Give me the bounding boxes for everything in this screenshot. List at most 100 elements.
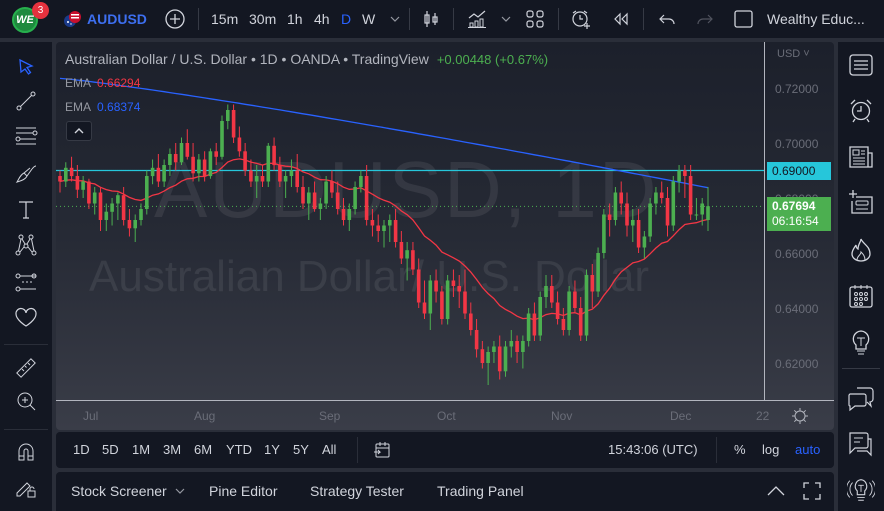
expand-panel-chevron-up-icon[interactable] (765, 482, 787, 500)
alerts-icon[interactable] (847, 96, 875, 124)
chart-pane[interactable]: AUDUSD, 1D Australian Dollar/ U.S. Dolla… (56, 42, 834, 430)
tab-trading-panel[interactable]: Trading Panel (437, 483, 524, 499)
top-toolbar: WE 3 AUDUSD 15m 30m 1h 4h D W (0, 0, 884, 38)
goto-date-icon[interactable] (372, 440, 392, 460)
interval-15m[interactable]: 15m (211, 11, 239, 27)
bottom-panel-tabs: Stock Screener Pine Editor Strategy Test… (56, 472, 834, 511)
percent-scale-toggle[interactable]: % (734, 442, 746, 457)
layout-name-button[interactable]: Wealthy Educ... (767, 11, 865, 27)
interval-dropdown-icon[interactable] (384, 8, 406, 30)
trendline-icon[interactable] (12, 87, 40, 115)
time-tick: Nov (551, 409, 573, 423)
chats-icon[interactable] (847, 384, 875, 412)
tab-stock-screener[interactable]: Stock Screener (71, 483, 167, 499)
interval-4h[interactable]: 4h (314, 11, 330, 27)
help-icon[interactable] (847, 476, 875, 504)
range-ytd[interactable]: YTD (226, 442, 252, 457)
fib-retracement-icon[interactable] (12, 122, 40, 150)
ideas-icon[interactable] (847, 328, 875, 356)
prediction-icon[interactable] (12, 269, 40, 297)
chevron-down-icon[interactable] (174, 486, 186, 496)
log-scale-toggle[interactable]: log (762, 442, 780, 457)
ruler-icon[interactable] (12, 354, 40, 382)
range-1m[interactable]: 1M (132, 442, 151, 457)
range-5y[interactable]: 5Y (293, 442, 309, 457)
axis-currency-selector[interactable]: USD ˅ (777, 48, 810, 60)
redo-icon[interactable] (694, 8, 716, 30)
fullscreen-square-icon[interactable] (733, 8, 755, 30)
cursor-icon[interactable] (12, 53, 40, 81)
ema-fast-value: 0.66294 (97, 76, 141, 90)
hotlists-icon[interactable] (847, 236, 875, 264)
range-3m[interactable]: 3M (163, 442, 182, 457)
brush-icon[interactable] (12, 160, 40, 188)
range-1d[interactable]: 1D (73, 442, 90, 457)
ema-slow-legend[interactable]: EMA 0.68374 (65, 100, 140, 114)
toolbar-divider (558, 8, 559, 30)
interval-1h[interactable]: 1h (287, 11, 303, 27)
interval-30m[interactable]: 30m (249, 11, 277, 27)
range-5d[interactable]: 5D (102, 442, 119, 457)
time-tick: Aug (194, 409, 216, 423)
interval-w[interactable]: W (362, 11, 376, 27)
indicators-dropdown-icon[interactable] (495, 8, 517, 30)
text-icon[interactable] (12, 196, 40, 224)
range-6m[interactable]: 6M (194, 442, 213, 457)
collapse-legend-button[interactable] (66, 121, 92, 141)
time-axis[interactable]: Jul Aug Sep Oct Nov Dec 22 (56, 400, 834, 430)
toolbar-divider (453, 8, 454, 30)
candles-icon[interactable] (420, 8, 442, 30)
range-divider (357, 437, 358, 463)
symbol-search[interactable]: AUDUSD (87, 11, 147, 27)
symbol-flag-icon (63, 10, 81, 28)
interval-d[interactable]: D (341, 11, 352, 27)
alert-icon[interactable] (570, 8, 592, 30)
maximize-panel-icon[interactable] (802, 481, 822, 501)
toolbar-divider (4, 429, 48, 430)
last-price: 0.67694 (772, 199, 816, 213)
news-icon[interactable] (847, 143, 875, 171)
watchlist-icon[interactable] (847, 51, 875, 79)
right-sidebar (838, 42, 884, 511)
ema-slow-label: EMA (65, 100, 92, 114)
indicators-icon[interactable] (466, 8, 488, 30)
time-tick: Jul (83, 409, 99, 423)
toolbar-divider (4, 344, 48, 345)
auto-scale-toggle[interactable]: auto (795, 442, 821, 457)
sidebar-divider (842, 368, 880, 369)
toolbar-divider (409, 8, 410, 30)
toolbar-divider (198, 8, 199, 30)
pattern-icon[interactable] (12, 231, 40, 259)
range-all[interactable]: All (322, 442, 337, 457)
name-watermark: Australian Dollar/ U.S. Dollar (89, 252, 649, 301)
lock-drawings-icon[interactable] (12, 474, 40, 502)
candlestick-chart[interactable] (56, 42, 764, 400)
date-range-bar: 1D 5D 1M 3M 6M YTD 1Y 5Y All 15:43:06 (U… (56, 432, 834, 468)
range-1y[interactable]: 1Y (264, 442, 280, 457)
favorites-heart-icon[interactable] (12, 304, 40, 332)
chart-settings-gear-icon[interactable] (791, 407, 809, 425)
price-axis[interactable]: USD ˅ 0.72000 0.70000 0.68000 0.66000 0.… (764, 42, 834, 400)
tab-strategy-tester[interactable]: Strategy Tester (310, 483, 404, 499)
tab-pine-editor[interactable]: Pine Editor (209, 483, 278, 499)
ema-fast-label: EMA (65, 76, 92, 90)
time-tick: Dec (670, 409, 692, 423)
ema-fast-legend[interactable]: EMA 0.66294 (65, 76, 140, 90)
replay-icon[interactable] (610, 8, 632, 30)
chart-legend-title: Australian Dollar / U.S. Dollar • 1D • O… (65, 51, 548, 67)
magnet-icon[interactable] (12, 438, 40, 466)
calendar-icon[interactable] (847, 282, 875, 310)
drawing-toolbar (0, 42, 52, 511)
messages-icon[interactable] (847, 430, 875, 458)
zoom-in-icon[interactable] (12, 388, 40, 416)
add-symbol-icon[interactable] (164, 8, 186, 30)
price-tick: 0.64000 (775, 302, 819, 316)
layout-icon[interactable] (524, 8, 546, 30)
add-list-icon[interactable] (847, 188, 875, 216)
utc-clock[interactable]: 15:43:06 (UTC) (608, 442, 698, 457)
chevron-up-icon (74, 128, 84, 134)
undo-icon[interactable] (656, 8, 678, 30)
price-tick: 0.70000 (775, 137, 819, 151)
symbol-description: Australian Dollar / U.S. Dollar • 1D • O… (65, 51, 429, 67)
